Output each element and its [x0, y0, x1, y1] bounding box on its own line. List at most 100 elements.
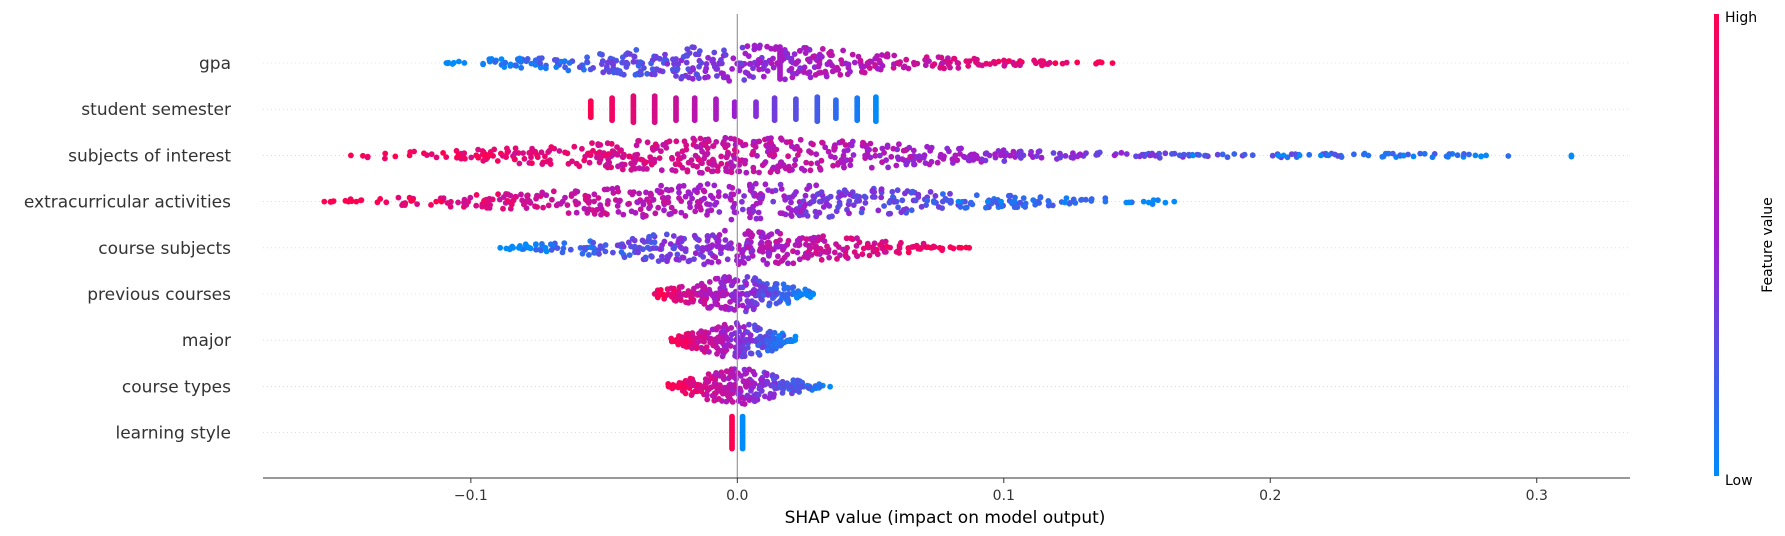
point-student-semester [673, 117, 679, 124]
point-extracurricular-activities [757, 199, 763, 206]
point-subjects-of-interest [904, 159, 910, 165]
point-extracurricular-activities [782, 196, 789, 203]
point-course-subjects [936, 244, 943, 251]
point-gpa [1046, 59, 1053, 66]
point-subjects-of-interest [529, 160, 535, 167]
point-extracurricular-activities [661, 207, 667, 214]
point-course-subjects [790, 260, 797, 267]
point-extracurricular-activities [329, 198, 336, 205]
point-gpa [600, 69, 607, 76]
point-subjects-of-interest [526, 149, 533, 156]
point-subjects-of-interest [382, 150, 389, 157]
point-extracurricular-activities [655, 204, 662, 211]
point-major [689, 344, 695, 351]
point-extracurricular-activities [1030, 197, 1037, 204]
point-subjects-of-interest [516, 160, 523, 167]
point-extracurricular-activities [438, 198, 445, 205]
point-extracurricular-activities [1017, 199, 1024, 206]
point-extracurricular-activities [713, 199, 720, 206]
point-gpa [627, 51, 633, 57]
point-course-types [702, 376, 709, 382]
point-course-subjects [704, 233, 711, 240]
point-major [683, 331, 690, 338]
colorbar-low-label: Low [1725, 473, 1753, 489]
point-gpa [662, 51, 668, 58]
point-major [714, 350, 720, 357]
point-course-subjects [626, 252, 633, 258]
point-course-subjects [821, 248, 827, 255]
point-course-types [754, 396, 761, 403]
point-extracurricular-activities [711, 182, 718, 189]
point-subjects-of-interest [1000, 147, 1007, 154]
point-extracurricular-activities [1078, 197, 1084, 203]
point-subjects-of-interest [1196, 152, 1202, 158]
point-subjects-of-interest [1505, 153, 1512, 159]
point-extracurricular-activities [746, 181, 753, 188]
point-gpa [637, 59, 644, 65]
point-course-subjects [671, 245, 677, 252]
point-subjects-of-interest [921, 152, 928, 159]
point-course-subjects [533, 241, 539, 248]
point-course-subjects [719, 244, 726, 251]
point-extracurricular-activities [862, 200, 869, 206]
point-extracurricular-activities [701, 188, 708, 195]
point-course-subjects [661, 238, 668, 245]
point-extracurricular-activities [601, 186, 608, 193]
point-gpa [826, 50, 832, 57]
point-subjects-of-interest [656, 155, 663, 162]
point-course-types [724, 384, 731, 391]
point-extracurricular-activities [654, 187, 661, 194]
point-major [746, 321, 752, 328]
point-major [744, 344, 751, 351]
point-gpa [938, 54, 945, 61]
point-extracurricular-activities [704, 181, 711, 187]
point-gpa [684, 46, 691, 52]
point-extracurricular-activities [533, 195, 539, 202]
point-subjects-of-interest [756, 169, 762, 176]
point-subjects-of-interest [1296, 152, 1303, 159]
point-extracurricular-activities [895, 204, 901, 211]
point-gpa [922, 57, 928, 63]
point-subjects-of-interest [1083, 150, 1089, 157]
point-extracurricular-activities [595, 195, 602, 201]
point-gpa [744, 43, 751, 50]
point-subjects-of-interest [411, 148, 417, 155]
point-subjects-of-interest [1417, 150, 1424, 157]
point-gpa [450, 59, 457, 66]
point-gpa [480, 61, 486, 68]
point-gpa [599, 58, 606, 64]
point-subjects-of-interest [872, 147, 878, 153]
feature-points-course-subjects [497, 227, 973, 268]
point-subjects-of-interest [850, 152, 857, 158]
point-subjects-of-interest [1118, 149, 1125, 156]
point-previous-courses [760, 292, 767, 298]
point-extracurricular-activities [878, 186, 885, 193]
point-previous-courses [755, 291, 762, 298]
point-extracurricular-activities [955, 198, 962, 205]
point-subjects-of-interest [1332, 151, 1338, 158]
point-gpa [914, 60, 921, 67]
point-extracurricular-activities [507, 192, 514, 199]
point-extracurricular-activities [687, 191, 694, 197]
point-gpa [746, 72, 753, 79]
point-extracurricular-activities [540, 204, 546, 211]
point-subjects-of-interest [727, 135, 734, 142]
point-course-types [682, 390, 689, 397]
point-subjects-of-interest [847, 162, 854, 169]
point-gpa [613, 57, 620, 64]
point-subjects-of-interest [573, 160, 580, 167]
point-extracurricular-activities [927, 189, 934, 195]
point-gpa [1052, 60, 1059, 67]
point-extracurricular-activities [479, 203, 485, 210]
point-subjects-of-interest [455, 152, 462, 158]
point-gpa [945, 61, 952, 68]
point-student-semester [630, 119, 637, 126]
point-course-subjects [745, 228, 752, 235]
point-student-semester [731, 113, 738, 120]
point-course-types [755, 391, 762, 398]
point-subjects-of-interest [774, 168, 781, 175]
point-subjects-of-interest [830, 162, 836, 169]
point-subjects-of-interest [1139, 151, 1146, 158]
point-previous-courses [752, 300, 759, 306]
point-subjects-of-interest [814, 160, 821, 167]
